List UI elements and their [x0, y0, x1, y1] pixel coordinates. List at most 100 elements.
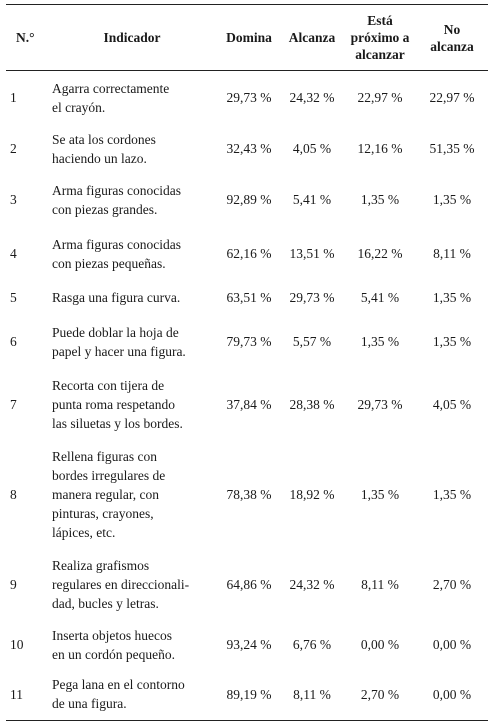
- text-line: con piezas grandes.: [52, 201, 158, 217]
- percentage: 8,11 %: [433, 246, 471, 261]
- table-row: 10 Inserta objetos huecos en un cordón peq…: [6, 621, 488, 669]
- text-line: alcanzar: [355, 47, 405, 62]
- text-line: Realiza grafismos: [52, 558, 150, 573]
- indicator: Arma figuras conocidas con piezas pequeña…: [46, 227, 218, 281]
- percentage: 37,84 %: [226, 397, 272, 412]
- text-line: lápices, etc.: [52, 525, 116, 540]
- percentage: 92,89 %: [226, 192, 272, 207]
- text-line: el crayón.: [52, 99, 106, 115]
- text-line: las siluetas y los bordes.: [52, 416, 183, 431]
- text-line: No: [443, 21, 461, 37]
- percentage: 22,97 %: [357, 90, 403, 106]
- header-row: N.° Indicador Domina Alcanza Está próximo a al…: [6, 4, 488, 71]
- text-line: Está: [367, 13, 393, 28]
- percentage: 8,11 %: [293, 686, 331, 702]
- table-row: 11 Pega lana en el contorno de una figura.…: [6, 669, 488, 721]
- text-line: Se ata los cordones: [52, 131, 156, 147]
- percentage: 2,70 %: [432, 577, 472, 592]
- data-table: N.° Indicador Domina Alcanza Está próximo a al…: [6, 4, 488, 721]
- indicator: Rellena figuras con bordes irregulares de…: [46, 441, 218, 549]
- text-line: Arma figuras conocidas: [52, 236, 181, 252]
- text-line: dad, bucles y letras.: [52, 596, 159, 611]
- percentage: 1,35 %: [360, 334, 400, 349]
- indicator: Rasga una figura curva.: [46, 281, 218, 315]
- row-number: 7: [10, 397, 17, 412]
- percentage: 63,51 %: [226, 290, 272, 305]
- indicator: Realiza grafismos regulares en direcciona…: [46, 549, 218, 621]
- row-number: 2: [10, 141, 17, 156]
- percentage: 24,32 %: [289, 90, 335, 106]
- percentage: 1,35 %: [432, 334, 472, 349]
- percentage: 16,22 %: [357, 246, 403, 261]
- text-line: alcanza: [430, 38, 474, 54]
- percentage: 51,35 %: [429, 141, 475, 156]
- table-row: 7 Recorta con tijera de punta roma respeta…: [6, 369, 488, 441]
- percentage: 1,35 %: [360, 487, 400, 502]
- percentage: 24,32 %: [289, 577, 335, 592]
- text-line: con piezas pequeñas.: [52, 255, 166, 271]
- row-number: 9: [10, 577, 17, 592]
- percentage: 29,73 %: [357, 397, 403, 412]
- percentage: 89,19 %: [226, 686, 272, 702]
- indicator: Recorta con tijera de punta roma respetan…: [46, 369, 218, 441]
- row-number: 4: [10, 246, 17, 261]
- row-number: 3: [10, 192, 17, 207]
- table-row: 5 Rasga una figura curva. 63,51 % 29,73 % 5,…: [6, 281, 488, 315]
- text-line: haciendo un lazo.: [52, 150, 147, 166]
- percentage: 0,00 %: [432, 686, 472, 702]
- column-header: Indicador: [103, 30, 161, 45]
- row-number: 8: [10, 487, 17, 502]
- text-line: punta roma respetando: [52, 397, 175, 412]
- text-line: regulares en direccionali-: [52, 577, 190, 592]
- text-line: en un cordón pequeño.: [52, 646, 175, 662]
- percentage: 4,05 %: [432, 397, 472, 412]
- table-header: N.° Indicador Domina Alcanza Está próximo a al…: [6, 4, 488, 71]
- indicator: Inserta objetos huecos en un cordón peque…: [46, 621, 218, 669]
- percentage: 78,38 %: [226, 487, 272, 502]
- text-line: Rellena figuras con: [52, 449, 157, 464]
- indicator: Puede doblar la hoja de papel y hacer una…: [46, 315, 218, 369]
- text-line: bordes irregulares de: [52, 468, 166, 483]
- column-header: Domina: [226, 30, 272, 45]
- column-header: N.°: [16, 30, 35, 45]
- percentage: 2,70 %: [360, 686, 400, 702]
- text-line: Agarra correctamente: [52, 80, 170, 96]
- percentage: 64,86 %: [226, 577, 272, 592]
- text-line: manera regular, con: [52, 487, 160, 502]
- percentage: 29,73 %: [289, 290, 335, 305]
- text-line: Pega lana en el contorno: [52, 677, 185, 693]
- table-row: 1 Agarra correctamente el crayón. 29,73 % 24…: [6, 71, 488, 125]
- percentage: 18,92 %: [289, 487, 335, 502]
- percentage: 79,73 %: [226, 334, 272, 349]
- table-row: 6 Puede doblar la hoja de papel y hacer un…: [6, 315, 488, 369]
- percentage: 1,35 %: [432, 290, 472, 305]
- percentage: 5,41 %: [360, 290, 400, 305]
- text-line: Arma figuras conocidas: [52, 182, 181, 198]
- percentage: 6,76 %: [292, 637, 332, 652]
- table-body: 1 Agarra correctamente el crayón. 29,73 % 24…: [6, 71, 488, 721]
- indicator: Agarra correctamente el crayón.: [46, 71, 218, 125]
- text-line: pinturas, crayones,: [52, 506, 154, 521]
- indicator: Arma figuras conocidas con piezas grandes…: [46, 173, 218, 227]
- text-line: Puede doblar la hoja de: [52, 324, 179, 340]
- percentage: 93,24 %: [226, 637, 272, 652]
- text-line: papel y hacer una figura.: [52, 343, 186, 359]
- table-row: 4 Arma figuras conocidas con piezas pequeñ…: [6, 227, 488, 281]
- table-row: 3 Arma figuras conocidas con piezas grande…: [6, 173, 488, 227]
- percentage: 4,05 %: [292, 141, 332, 156]
- percentage: 13,51 %: [289, 246, 335, 261]
- indicator: Se ata los cordones haciendo un lazo.: [46, 125, 218, 173]
- percentage: 1,35 %: [432, 192, 472, 207]
- indicator: Pega lana en el contorno de una figura.: [46, 669, 218, 721]
- column-header: Alcanza: [288, 30, 336, 45]
- row-number: 6: [10, 334, 17, 349]
- percentage: 12,16 %: [357, 141, 403, 156]
- column-header: No alcanza: [416, 5, 488, 71]
- table-row: 8 Rellena figuras con bordes irregulares d…: [6, 441, 488, 549]
- row-number: 11: [10, 686, 23, 702]
- percentage: 29,73 %: [226, 90, 272, 106]
- percentage: 0,00 %: [432, 637, 472, 652]
- text-line: Recorta con tijera de: [52, 378, 165, 393]
- percentage: 1,35 %: [432, 487, 472, 502]
